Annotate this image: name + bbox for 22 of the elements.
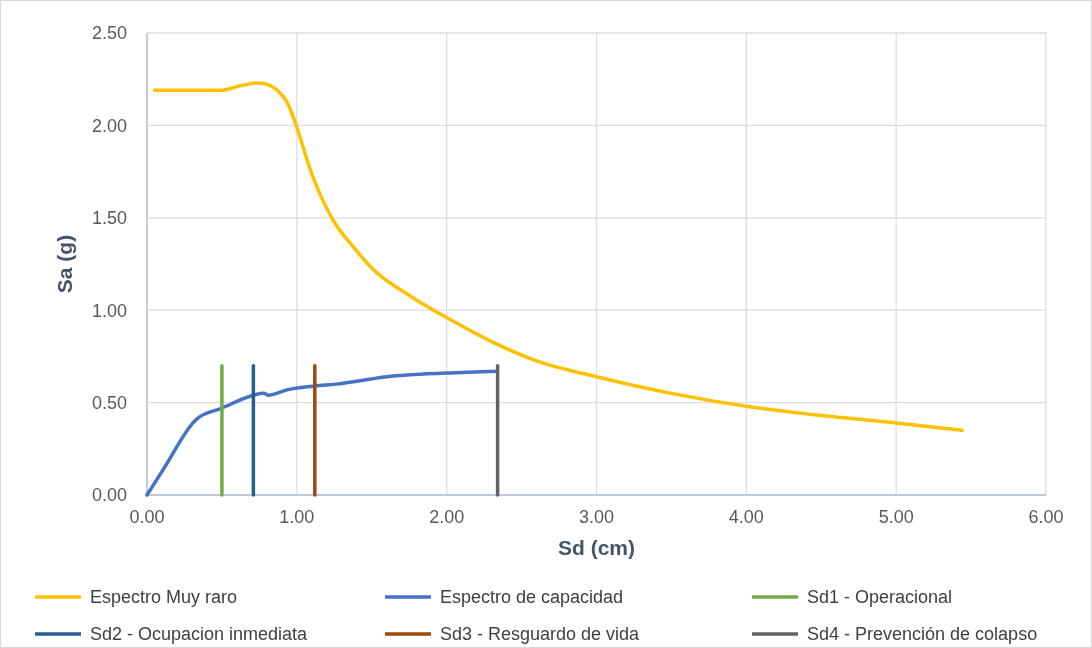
- line-series: [152, 81, 964, 433]
- x-tick-label: 4.00: [728, 507, 764, 527]
- x-tick-label: 2.00: [429, 507, 465, 527]
- legend-label: Sd1 - Operacional: [807, 587, 953, 608]
- y-tick-label: 1.50: [91, 208, 127, 229]
- y-tick-label: 0.50: [91, 392, 127, 413]
- legend-label: Sd3 - Resguardo de vida: [440, 624, 641, 645]
- x-tick-label: 0.00: [129, 507, 165, 527]
- y-tick-label: 1.00: [91, 300, 127, 321]
- x-tick-label: 6.00: [1028, 507, 1064, 527]
- x-tick-label: 5.00: [878, 507, 914, 527]
- legend-label: Sd2 - Ocupacion inmediata: [90, 624, 309, 645]
- legend-label: Sd4 - Prevención de colapso: [807, 624, 1038, 645]
- y-tick-label: 0.00: [91, 485, 127, 506]
- x-tick-label: 3.00: [578, 507, 615, 527]
- y-tick-label: 2.50: [91, 23, 127, 44]
- y-tick-label: 2.00: [91, 115, 127, 136]
- legend-label: Espectro de capacidad: [440, 587, 624, 608]
- y-axis-title: Sa (g): [53, 234, 76, 294]
- x-axis-title: Sd (cm): [557, 536, 636, 559]
- legend-label: Espectro Muy raro: [90, 587, 238, 608]
- x-tick-label: 1.00: [279, 507, 315, 527]
